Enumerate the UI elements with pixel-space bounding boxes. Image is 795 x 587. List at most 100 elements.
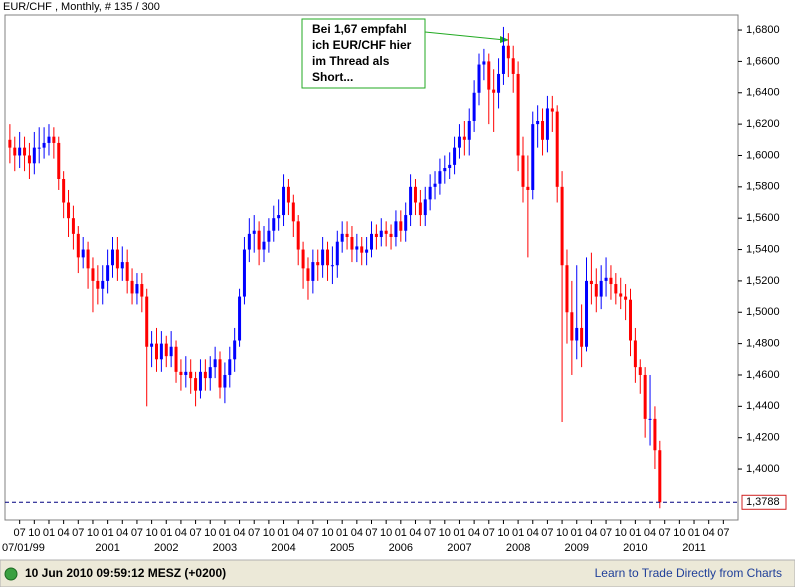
x-tick-label: 10 <box>439 527 451 539</box>
x-tick-label: 04 <box>233 527 245 539</box>
x-tick-label: 07 <box>248 527 260 539</box>
x-tick-label: 01 <box>277 527 289 539</box>
x-tick-label: 04 <box>527 527 539 539</box>
y-tick-label: 1,6600 <box>746 55 780 67</box>
candle-body <box>286 186 290 203</box>
x-tick-label: 01 <box>629 527 641 539</box>
candle-body <box>62 178 66 203</box>
candle-body <box>135 284 139 294</box>
x-tick-label: 10 <box>673 527 685 539</box>
candle-body <box>506 45 510 59</box>
x-tick-label: 01 <box>160 527 172 539</box>
candle-body <box>560 186 564 266</box>
candle-body <box>306 268 310 281</box>
candle-body <box>140 284 144 297</box>
annotation-text: ich EUR/CHF hier <box>312 38 412 52</box>
candle-body <box>497 73 501 93</box>
candle-body <box>282 186 286 216</box>
candle-body <box>257 230 261 250</box>
candle-body <box>619 293 623 297</box>
candle-body <box>301 249 305 269</box>
candle-body <box>360 246 364 253</box>
candle-body <box>404 215 408 231</box>
candle-body <box>394 221 398 238</box>
y-tick-label: 1,6400 <box>746 87 780 99</box>
candle-body <box>399 221 403 231</box>
candle-body <box>223 374 227 388</box>
candle-body <box>272 218 276 231</box>
candle-body <box>628 299 632 341</box>
candle-body <box>423 199 427 216</box>
candle-body <box>13 147 17 156</box>
candle-body <box>609 277 613 285</box>
status-link[interactable]: Learn to Trade Directly from Charts <box>595 566 782 580</box>
candle-body <box>653 418 657 451</box>
candle-body <box>218 359 222 388</box>
candle-body <box>27 155 31 164</box>
candle-body <box>57 142 61 179</box>
annotation-arrowhead <box>500 36 509 43</box>
candle-body <box>174 346 178 372</box>
candle-body <box>267 230 271 242</box>
candle-body <box>8 139 12 148</box>
x-tick-label: 07 <box>365 527 377 539</box>
x-tick-label: 07 <box>14 527 26 539</box>
candle-body <box>326 249 330 266</box>
candle-body <box>67 202 71 219</box>
y-tick-label: 1,5000 <box>746 306 780 318</box>
candle-body <box>521 155 525 187</box>
candle-body <box>150 343 154 347</box>
candle-body <box>433 183 437 187</box>
candle-body <box>350 237 354 250</box>
x-tick-label: 07 <box>307 527 319 539</box>
year-label: 2008 <box>506 542 530 554</box>
x-tick-label: 10 <box>380 527 392 539</box>
y-tick-label: 1,5200 <box>746 275 780 287</box>
candle-body <box>536 120 540 125</box>
candle-body <box>384 230 388 234</box>
x-tick-label: 07 <box>189 527 201 539</box>
candle-body <box>189 371 193 379</box>
candle-body <box>101 280 105 289</box>
candle-body <box>550 108 554 112</box>
candle-body <box>277 215 281 219</box>
candle-body <box>23 147 27 156</box>
candle-body <box>125 262 129 281</box>
year-label: 2009 <box>564 542 588 554</box>
candle-body <box>413 186 417 203</box>
y-tick-label: 1,4400 <box>746 400 780 412</box>
candle-body <box>487 61 491 90</box>
candle-body <box>585 280 589 347</box>
candle-body <box>37 147 41 149</box>
candle-body <box>565 265 569 313</box>
candle-body <box>154 343 158 360</box>
candle-body <box>643 374 647 419</box>
candle-body <box>311 262 315 281</box>
x-tick-label: 01 <box>571 527 583 539</box>
x-tick-label: 10 <box>145 527 157 539</box>
candle-body <box>203 371 207 379</box>
y-tick-label: 1,5800 <box>746 181 780 193</box>
x-tick-label: 10 <box>321 527 333 539</box>
candle-body <box>335 241 339 266</box>
candle-body <box>169 346 173 357</box>
year-label: 2011 <box>682 542 706 554</box>
y-tick-label: 1,4600 <box>746 369 780 381</box>
candle-body <box>604 277 608 281</box>
candle-body <box>462 136 466 140</box>
x-tick-label: 07 <box>600 527 612 539</box>
candle-body <box>86 249 90 269</box>
x-tick-label: 04 <box>116 527 128 539</box>
x-tick-label: 10 <box>28 527 40 539</box>
year-label: 2003 <box>213 542 237 554</box>
candle-body <box>594 284 598 297</box>
year-label: 2006 <box>389 542 413 554</box>
current-price-label: 1,3788 <box>746 496 780 508</box>
x-tick-label: 04 <box>409 527 421 539</box>
candle-body <box>492 89 496 93</box>
candle-body <box>448 164 452 169</box>
candle-body <box>120 262 124 269</box>
candle-body <box>638 367 642 375</box>
candle-body <box>541 120 545 140</box>
candle-body <box>340 233 344 242</box>
